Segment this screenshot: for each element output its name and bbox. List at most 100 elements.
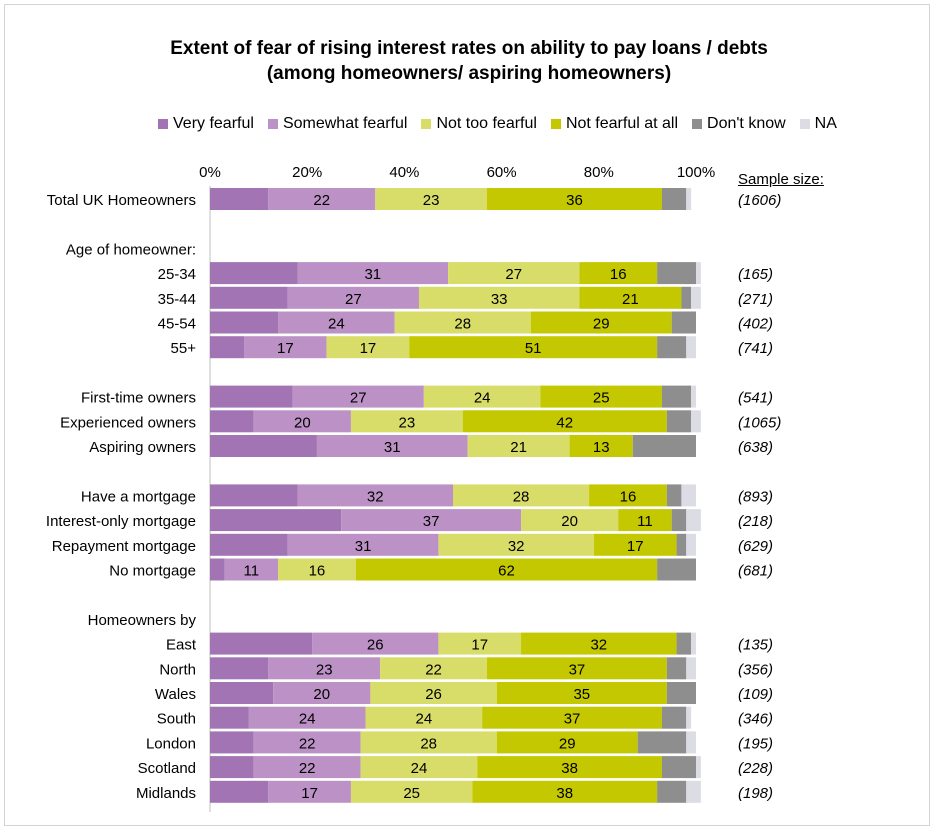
bar-segment (287, 533, 439, 556)
bar-segment (210, 756, 254, 779)
bar-segment (521, 509, 619, 532)
legend-label: NA (814, 115, 837, 132)
row-label: First-time owners (81, 390, 196, 407)
sample-size-value: (741) (738, 340, 773, 357)
row-label: East (166, 637, 197, 654)
legend-item: Not fearful at all (550, 115, 678, 133)
bar-segment (666, 484, 682, 507)
bar-segment (657, 558, 696, 581)
bar-segment (210, 262, 298, 285)
data-label: 22 (299, 735, 316, 752)
bar-segment (589, 484, 667, 507)
bar-segment (691, 385, 696, 408)
bar-segment (686, 336, 696, 359)
bar-segment (278, 311, 395, 334)
bar-segment (326, 336, 410, 359)
bar-segment (360, 756, 478, 779)
data-label: 21 (622, 291, 639, 308)
legend-swatch (158, 119, 168, 129)
data-label: 35 (573, 686, 590, 703)
bar-segment (661, 188, 687, 210)
data-label: 22 (313, 192, 330, 209)
bar-segment (487, 657, 667, 680)
row-label: 35-44 (158, 291, 196, 308)
legend-swatch (799, 119, 810, 129)
bar-segment (657, 780, 687, 803)
bar-segment (210, 484, 298, 507)
legend-item: Somewhat fearful (267, 115, 408, 133)
row-label: No mortgage (109, 563, 196, 580)
x-tick-label: 20% (292, 164, 322, 181)
bar-segment (686, 509, 701, 532)
row-label: North (159, 661, 196, 678)
data-label: 25 (403, 785, 420, 802)
bar-segment (657, 336, 687, 359)
bar-segment (579, 286, 682, 309)
bar-segment (593, 533, 677, 556)
bar-segment (297, 484, 453, 507)
bar-segment (666, 682, 696, 704)
data-label: 32 (367, 488, 384, 505)
bar-segment (370, 682, 497, 704)
row-label: Interest-only mortgage (46, 513, 196, 530)
bar-segment (696, 262, 701, 285)
bar-segment (394, 311, 531, 334)
data-label: 16 (610, 266, 627, 283)
legend: Very fearful Somewhat fearful Not too fear… (158, 113, 851, 135)
bar-segment (657, 262, 696, 285)
data-label: 26 (425, 686, 442, 703)
row-label: Experienced owners (60, 414, 196, 431)
bar-segment (210, 410, 254, 433)
data-label: 31 (384, 439, 401, 456)
data-label: 27 (505, 266, 522, 283)
row-label: Scotland (138, 760, 196, 777)
data-label: 21 (510, 439, 527, 456)
legend-item: Very fearful (158, 115, 254, 133)
bar-segment (487, 188, 662, 210)
bar-segment (686, 780, 701, 803)
bar-segment (681, 286, 692, 309)
row-label: 55+ (171, 340, 197, 357)
bar-segment (210, 706, 249, 729)
bar-segment (268, 780, 351, 803)
data-label: 31 (364, 266, 381, 283)
bar-segment (253, 756, 361, 779)
bar-segment (448, 262, 580, 285)
sample-size-value: (109) (738, 686, 773, 703)
data-label: 37 (423, 513, 440, 530)
x-tick-label: 0% (199, 164, 221, 181)
bar-segment (686, 188, 692, 210)
bar-segment (423, 385, 541, 408)
bar-segment (418, 286, 580, 309)
legend-label: Very fearful (173, 115, 254, 132)
sample-size-value: (135) (738, 637, 773, 654)
legend-item: Don't know (692, 115, 786, 133)
bar-segment (666, 657, 687, 680)
legend-label: Somewhat fearful (282, 115, 408, 132)
data-label: 26 (367, 637, 384, 654)
data-label: 31 (355, 538, 372, 555)
bar-segment (210, 731, 254, 754)
bar-segment (686, 731, 696, 754)
bar-segment (579, 262, 658, 285)
legend-swatch (267, 119, 278, 129)
bar-segment (253, 410, 351, 433)
bar-segment (210, 632, 313, 655)
bar-segment (686, 706, 692, 729)
row-label: South (157, 711, 196, 728)
bar-segment (453, 484, 590, 507)
data-label: 24 (415, 711, 432, 728)
bar-segment (210, 336, 245, 359)
data-label: 20 (313, 686, 330, 703)
bar-segment (467, 435, 570, 457)
data-label: 25 (593, 390, 610, 407)
bar-segment (210, 780, 269, 803)
data-label: 32 (590, 637, 607, 654)
data-label: 38 (561, 760, 578, 777)
legend-label: Don't know (707, 115, 786, 132)
legend-swatch (692, 119, 703, 129)
data-label: 27 (345, 291, 362, 308)
data-label: 16 (309, 563, 326, 580)
bar-segment (661, 385, 692, 408)
